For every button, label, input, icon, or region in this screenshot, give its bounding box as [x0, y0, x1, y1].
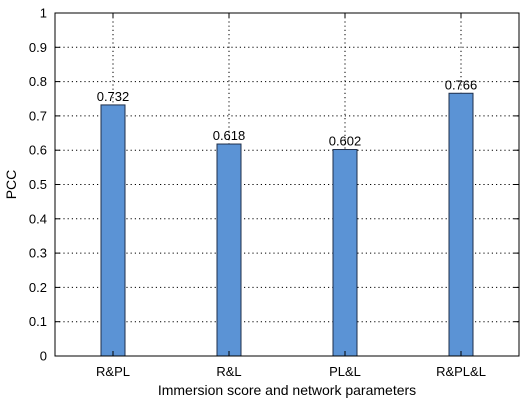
ticks	[55, 12, 519, 357]
y-tick-label: 0.5	[29, 177, 47, 192]
y-axis-label: PCC	[3, 170, 19, 200]
y-tick-label: 0.1	[29, 314, 47, 329]
y-tick-label: 0.4	[29, 211, 47, 226]
bars	[100, 92, 474, 357]
y-tick-label: 0	[40, 349, 47, 364]
y-tick-label: 0.6	[29, 143, 47, 158]
y-tick-label: 0.3	[29, 246, 47, 261]
bar-3	[332, 149, 358, 357]
bar-value-label: 0.618	[213, 128, 246, 143]
y-tick-label: 0.8	[29, 74, 47, 89]
y-tick-label: 0.2	[29, 280, 47, 295]
x-tick-label: R&PL&L	[436, 364, 486, 379]
bar-1	[100, 104, 126, 357]
bar-value-label: 0.602	[329, 134, 362, 149]
x-tick-label: PL&L	[329, 364, 361, 379]
x-tick-label: R&PL	[96, 364, 130, 379]
x-tick-label: R&L	[216, 364, 241, 379]
bar-2	[216, 143, 242, 357]
bar-4	[448, 92, 474, 357]
x-axis-label: Immersion score and network parameters	[158, 382, 416, 398]
bar-value-label: 0.732	[97, 89, 130, 104]
labels: 0 0.1 0.2 0.3 0.4 0.5 0.6 0.7 0.8 0.9 1 R&PL 0.732 R&…	[29, 6, 486, 380]
y-tick-label: 0.9	[29, 40, 47, 55]
bar-value-label: 0.766	[445, 77, 478, 92]
y-tick-label: 1	[40, 6, 47, 21]
y-tick-label: 0.7	[29, 108, 47, 123]
